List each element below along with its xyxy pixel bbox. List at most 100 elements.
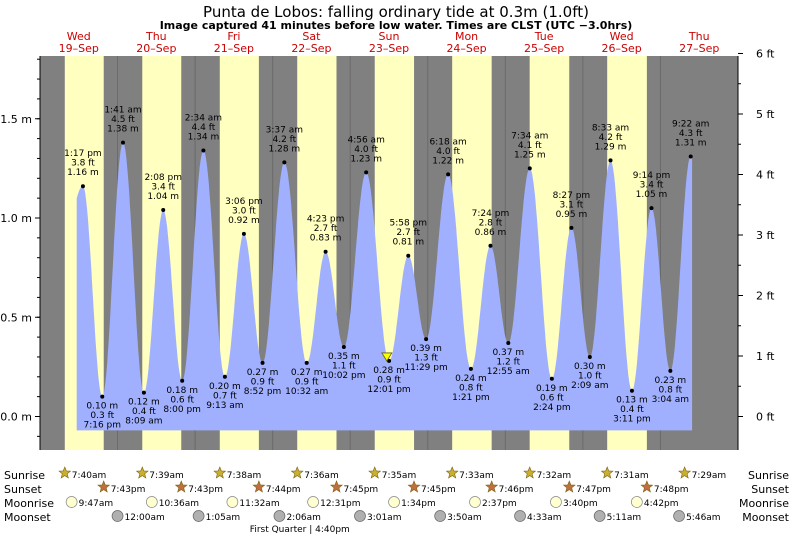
sunrise-time: 7:38am [227, 471, 261, 481]
moonrise-icon [388, 496, 400, 508]
high-tide-label: 2.7 ft [314, 224, 338, 234]
chart-subtitle: Image captured 41 minutes before low wat… [160, 19, 633, 32]
high-tide-label: 3.4 ft [640, 181, 664, 191]
sunrise-icon [600, 466, 614, 479]
sunrise-icon [678, 466, 692, 479]
right-tick-label: 0 ft [756, 411, 775, 424]
low-tide-point [341, 345, 346, 350]
low-tide-point [506, 341, 511, 346]
high-tide-label: 2.7 ft [396, 228, 420, 238]
low-tide-label: 2:09 am [571, 381, 608, 391]
moonset-time: 3:50am [447, 513, 482, 523]
sunset-time: 7:48pm [654, 485, 689, 495]
moonset-icon [273, 510, 286, 522]
low-tide-point [549, 376, 554, 381]
low-tide-label: 1.1 ft [332, 362, 356, 372]
day-name: Sun [379, 30, 400, 43]
high-tide-label: 1:41 am [104, 106, 141, 116]
moonset-time: 1:05am [206, 513, 241, 523]
moonrise-time: 11:32am [239, 499, 279, 509]
right-tick-label: 5 ft [756, 108, 775, 121]
high-tide-label: 3:37 am [266, 125, 303, 135]
high-tide-label: 8:27 pm [553, 191, 591, 201]
sunrise-icon [135, 466, 149, 479]
high-tide-label: 9:14 pm [633, 171, 671, 181]
high-tide-label: 1:17 pm [64, 149, 102, 159]
right-tick-label: 6 ft [756, 47, 775, 60]
low-tide-label: 8:52 pm [244, 387, 282, 397]
row-label-left-sunrise: Sunrise [4, 469, 45, 482]
row-label-left-moonset: Moonset [4, 511, 51, 524]
high-tide-point [569, 225, 574, 230]
high-tide-label: 1.34 m [188, 133, 220, 143]
day-date: 21–Sep [214, 42, 254, 55]
low-tide-label: 0.30 m [574, 362, 606, 372]
sunrise-icon [523, 466, 537, 479]
sunset-time: 7:45pm [421, 485, 456, 495]
moonset-time: 2:06am [286, 513, 321, 523]
low-tide-label: 0.27 m [247, 368, 279, 378]
row-label-left-moonrise: Moonrise [4, 497, 54, 510]
low-tide-label: 0.35 m [328, 352, 360, 362]
tide-area [76, 142, 693, 431]
low-tide-label: 7:16 pm [83, 421, 121, 431]
day-date: 24–Sep [446, 42, 486, 55]
high-tide-label: 0.86 m [475, 228, 507, 238]
high-tide-point [120, 140, 125, 145]
high-tide-point [323, 249, 328, 254]
low-tide-point [468, 366, 473, 371]
high-tide-point [649, 206, 654, 211]
moonrise-icon [550, 496, 562, 508]
low-tide-label: 0.9 ft [377, 375, 401, 385]
low-tide-label: 8:09 am [125, 417, 162, 427]
moonrise-time: 10:36am [159, 499, 199, 509]
low-tide-label: 0.23 m [655, 376, 687, 386]
high-tide-label: 9:22 am [672, 119, 709, 129]
low-tide-label: 9:13 am [206, 401, 243, 411]
right-tick-label: 1 ft [756, 350, 775, 363]
sunrise-time: 7:40am [72, 471, 107, 481]
moonset-time: 4:33am [527, 513, 562, 523]
low-tide-point [424, 337, 429, 342]
moonset-time: 12:00am [125, 513, 165, 523]
low-tide-label: 10:02 pm [322, 371, 365, 381]
low-tide-label: 0.28 m [373, 366, 405, 376]
sunset-time: 7:46pm [499, 485, 534, 495]
day-date: 26–Sep [602, 42, 642, 55]
high-tide-label: 3.0 ft [232, 206, 256, 216]
high-tide-label: 0.95 m [556, 210, 588, 220]
high-tide-point [488, 243, 493, 248]
high-tide-point [608, 158, 613, 163]
high-tide-point [161, 208, 166, 213]
high-tide-label: 2.8 ft [479, 218, 503, 228]
axes: 0.0 m 0.5 m 1.0 m 1.5 m 0 ft 1 ft 2 ft 3 ft 4 ft… [0, 47, 775, 450]
moonset-icon [111, 510, 124, 522]
high-tide-point [688, 154, 693, 159]
moonrise-icon [145, 496, 158, 508]
moonset-icon [434, 510, 447, 522]
high-tide-label: 4:23 pm [307, 215, 345, 225]
low-tide-label: 0.18 m [166, 386, 198, 396]
high-tide-label: 4.2 ft [599, 133, 623, 143]
high-tide-label: 7:34 am [511, 131, 548, 141]
high-tide-label: 0.83 m [310, 234, 342, 244]
row-label-right-moonset: Moonset [742, 511, 789, 524]
row-label-right-moonrise: Moonrise [739, 497, 789, 510]
moonrise-icon [65, 496, 78, 508]
low-tide-label: 0.12 m [128, 398, 160, 408]
low-tide-label: 0.6 ft [170, 395, 194, 405]
high-tide-label: 1.22 m [432, 156, 464, 166]
low-tide-label: 0.3 ft [90, 411, 114, 421]
low-tide-label: 0.20 m [209, 382, 241, 392]
high-tide-label: 1.23 m [350, 154, 382, 164]
high-tide-label: 1.16 m [67, 168, 99, 178]
day-name: Wed [610, 30, 634, 43]
high-tide-label: 5:58 pm [389, 219, 427, 229]
low-tide-label: 0.37 m [492, 348, 524, 358]
low-tide-label: 0.7 ft [213, 391, 237, 401]
moonrise-icon [226, 496, 239, 508]
sunset-icon [174, 480, 188, 493]
sunset-icon [640, 480, 654, 493]
left-tick-label: 1.5 m [0, 113, 32, 126]
